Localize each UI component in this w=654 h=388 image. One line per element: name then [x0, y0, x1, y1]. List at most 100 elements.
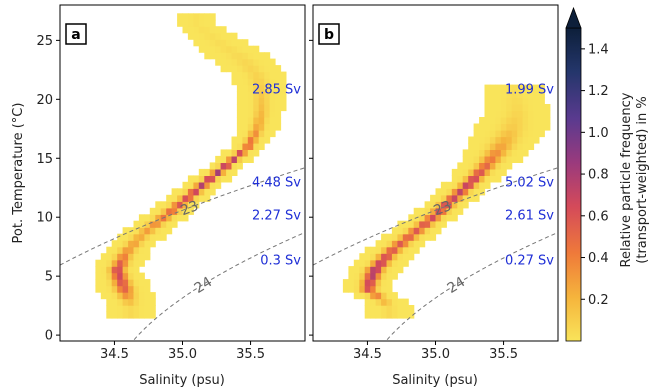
heatmap-cell [182, 181, 189, 189]
heatmap-cell [236, 130, 243, 138]
heatmap-cell [397, 266, 404, 274]
heatmap-cell [370, 259, 377, 267]
heatmap-cell [144, 233, 151, 241]
heatmap-cell [533, 84, 540, 92]
heatmap-cell [198, 13, 205, 21]
heatmap-cell [386, 266, 393, 274]
heatmap-cell [253, 136, 260, 144]
heatmap-cell [381, 272, 388, 280]
heatmap-cell [462, 194, 469, 202]
heatmap-cell [451, 207, 458, 215]
heatmap-cell [209, 175, 216, 183]
heatmap-cell [220, 32, 227, 40]
heatmap-cell [253, 71, 260, 79]
heatmap-cell [187, 207, 194, 215]
colorbar-label-line2: (transport-weighted) in % [635, 96, 650, 263]
heatmap-cell [220, 175, 227, 183]
colorbar-ticks: 0.2 0.4 0.6 0.8 1.0 1.2 1.4 [581, 42, 609, 308]
heatmap-cell [187, 19, 194, 27]
heatmap-cell [402, 240, 409, 248]
heatmap-cell [364, 259, 371, 267]
heatmap-cell [236, 155, 243, 163]
heatmap-cell [117, 272, 124, 280]
heatmap-cell [117, 259, 124, 267]
heatmap-cell [381, 259, 388, 267]
heatmap-cell [128, 240, 135, 248]
heatmap-cell [122, 298, 129, 306]
heatmap-cell [247, 136, 254, 144]
heatmap-cell [435, 220, 442, 228]
heatmap-cell [264, 78, 271, 86]
heatmap-cell [242, 142, 249, 150]
heatmap-cell [144, 227, 151, 235]
heatmap-cell [538, 110, 545, 118]
heatmap-cell [391, 227, 398, 235]
heatmap-cell [495, 97, 502, 105]
heatmap-cell [457, 162, 464, 170]
heatmap-cell [391, 233, 398, 241]
heatmap-cell [538, 97, 545, 105]
heatmap-cell [495, 117, 502, 125]
heatmap-cell [231, 142, 238, 150]
heatmap-cell [500, 104, 507, 112]
heatmap-cell [402, 259, 409, 267]
colorbar-tick-label: 1.2 [588, 84, 609, 99]
heatmap-cell [138, 233, 145, 241]
heatmap-cell [111, 259, 118, 267]
heatmap-cell [133, 285, 140, 293]
heatmap-cell [500, 123, 507, 131]
heatmap-cell [462, 181, 469, 189]
heatmap-cell [359, 272, 366, 280]
heatmap-cell [533, 117, 540, 125]
heatmap-cell [138, 220, 145, 228]
heatmap-cell [138, 214, 145, 222]
heatmap-cell [353, 279, 360, 287]
heatmap-cell [258, 130, 265, 138]
heatmap-cell [500, 136, 507, 144]
heatmap-cell [144, 246, 151, 254]
heatmap-cell [397, 311, 404, 319]
heatmap-cell [133, 305, 140, 313]
heatmap-cell [253, 130, 260, 138]
heatmap-cell [100, 259, 107, 267]
heatmap-cell [138, 246, 145, 254]
heatmap-cell [160, 207, 167, 215]
heatmap-cell [111, 246, 118, 254]
heatmap-cell [408, 214, 415, 222]
heatmap-cell [182, 19, 189, 27]
y-tick-label: 10 [36, 211, 53, 226]
heatmap-cell [522, 117, 529, 125]
heatmap-cell [408, 246, 415, 254]
heatmap-cell [522, 97, 529, 105]
heatmap-cell [198, 32, 205, 40]
heatmap-cell [402, 311, 409, 319]
heatmap-cell [231, 52, 238, 60]
heatmap-cell [177, 201, 184, 209]
heatmap-cell [247, 104, 254, 112]
contour-label: 24 [445, 274, 469, 297]
heatmap-cell [473, 136, 480, 144]
heatmap-cell [468, 175, 475, 183]
heatmap-cell [484, 104, 491, 112]
heatmap-cell [495, 155, 502, 163]
heatmap-cell [253, 110, 260, 118]
heatmap-cell [106, 259, 113, 267]
heatmap-cell [435, 194, 442, 202]
heatmap-cell [138, 305, 145, 313]
heatmap-cell [375, 246, 382, 254]
heatmap-cell [440, 194, 447, 202]
heatmap-cell [468, 142, 475, 150]
heatmap-cell [253, 97, 260, 105]
contour-label: 23 [431, 198, 453, 219]
heatmap-cell [457, 207, 464, 215]
heatmap-cell [236, 97, 243, 105]
transport-label: 2.27 Sv [252, 209, 301, 224]
heatmap-cell [348, 266, 355, 274]
heatmap-cell [375, 311, 382, 319]
heatmap-cell [117, 279, 124, 287]
colorbar-fill [565, 27, 582, 342]
heatmap-cell [247, 65, 254, 73]
heatmap-cell [187, 188, 194, 196]
heatmap-cell [479, 130, 486, 138]
heatmap-cell [528, 91, 535, 99]
